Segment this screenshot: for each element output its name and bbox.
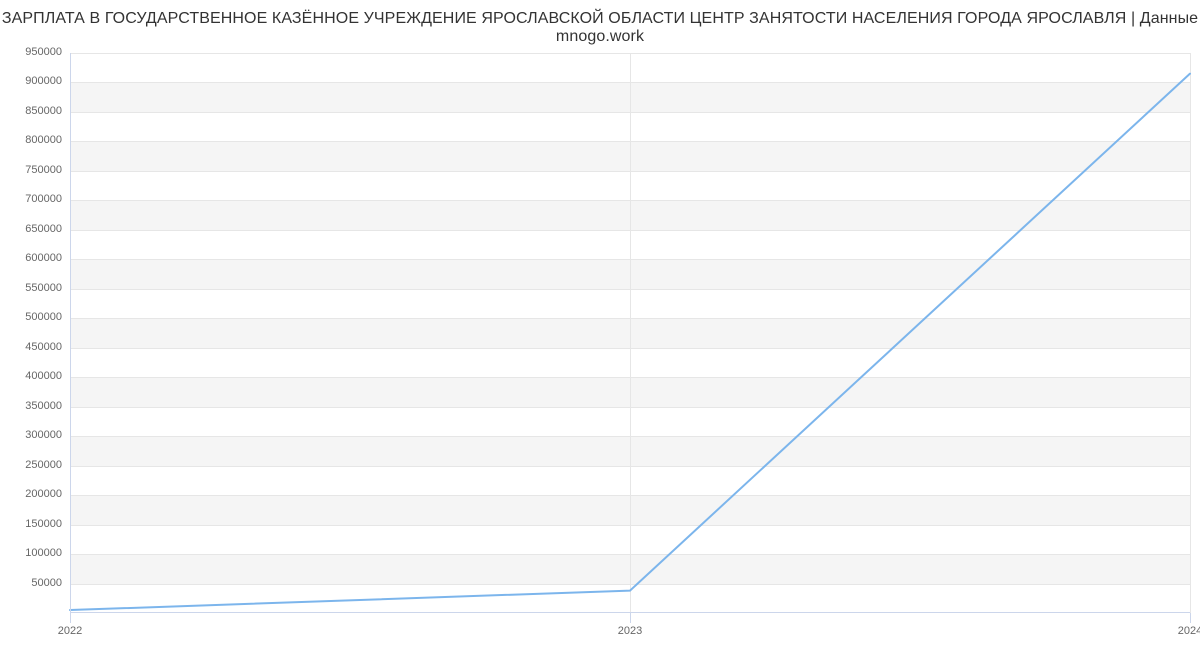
y-axis-tick-label: 100000 [0, 547, 62, 559]
y-axis-tick-label: 350000 [0, 400, 62, 412]
y-axis-tick-label: 50000 [0, 577, 62, 589]
plot-area [70, 53, 1190, 613]
y-axis-tick-label: 900000 [0, 75, 62, 87]
y-axis-tick-label: 750000 [0, 164, 62, 176]
y-axis-tick-label: 600000 [0, 252, 62, 264]
y-axis-tick-label: 650000 [0, 223, 62, 235]
x-axis-tick [1190, 613, 1191, 623]
y-axis-tick-label: 450000 [0, 341, 62, 353]
y-axis-tick-label: 150000 [0, 518, 62, 530]
x-grid-line [1190, 53, 1191, 613]
y-axis-tick-label: 300000 [0, 429, 62, 441]
y-axis-tick-label: 400000 [0, 370, 62, 382]
y-axis-tick-label: 800000 [0, 134, 62, 146]
y-axis-tick-label: 950000 [0, 46, 62, 58]
y-axis-line [70, 53, 71, 613]
y-axis-tick-label: 700000 [0, 193, 62, 205]
line-chart: ЗАРПЛАТА В ГОСУДАРСТВЕННОЕ КАЗЁННОЕ УЧРЕ… [0, 0, 1200, 650]
x-axis-tick [630, 613, 631, 623]
x-axis-tick-label: 2024 [1150, 625, 1200, 637]
series-polyline [70, 74, 1190, 610]
chart-title: ЗАРПЛАТА В ГОСУДАРСТВЕННОЕ КАЗЁННОЕ УЧРЕ… [0, 10, 1200, 46]
x-axis-tick-label: 2022 [30, 625, 110, 637]
y-axis-tick-label: 250000 [0, 459, 62, 471]
y-axis-tick-label: 850000 [0, 105, 62, 117]
y-axis-tick-label: 550000 [0, 282, 62, 294]
x-axis-tick-label: 2023 [590, 625, 670, 637]
series-line [70, 53, 1190, 613]
y-axis-tick-label: 200000 [0, 488, 62, 500]
y-axis-tick-label: 500000 [0, 311, 62, 323]
x-axis-tick [70, 613, 71, 623]
